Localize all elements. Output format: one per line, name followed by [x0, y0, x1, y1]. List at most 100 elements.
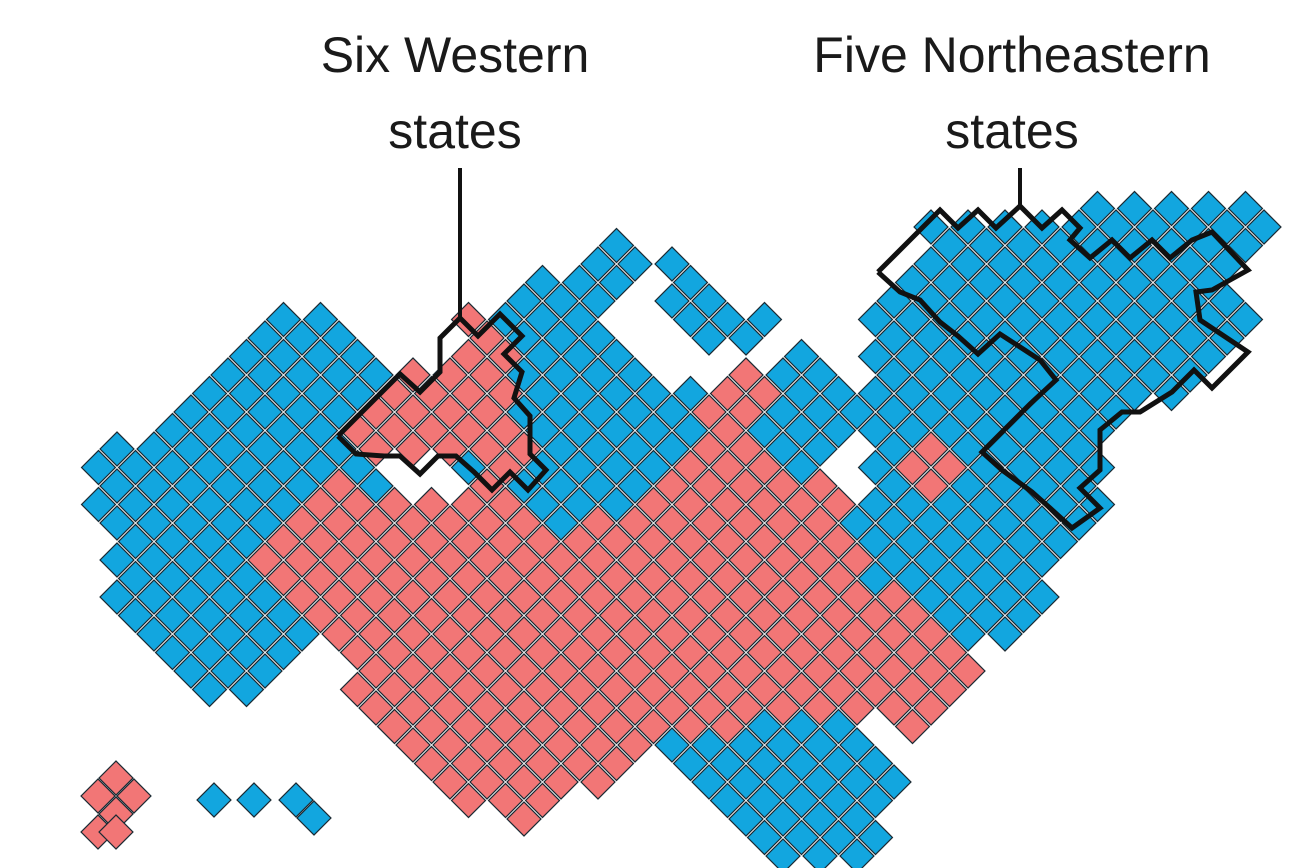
tile — [228, 523, 265, 560]
tile — [617, 579, 653, 615]
tile — [210, 542, 246, 578]
tile — [284, 357, 320, 393]
tile — [561, 745, 598, 782]
tile — [598, 597, 635, 634]
tile — [358, 616, 394, 652]
tile — [321, 357, 357, 393]
tile — [672, 264, 709, 301]
tile — [913, 357, 949, 393]
tile — [728, 431, 764, 467]
tile — [857, 412, 894, 449]
tile — [99, 505, 135, 541]
tile — [598, 486, 635, 523]
tile — [987, 542, 1023, 578]
tile — [820, 671, 857, 708]
tile — [728, 727, 764, 763]
tile — [339, 597, 376, 634]
tile — [265, 634, 302, 671]
tile — [228, 634, 265, 671]
tile — [432, 764, 468, 800]
tile — [1135, 283, 1171, 319]
tile — [783, 708, 820, 745]
tile — [191, 634, 228, 671]
tile — [746, 708, 783, 745]
tile — [746, 375, 783, 412]
tile — [950, 357, 986, 393]
tile — [80, 449, 117, 486]
tile — [228, 486, 265, 523]
tile — [413, 745, 450, 782]
tile — [358, 579, 394, 615]
tile — [247, 653, 283, 689]
tile — [210, 505, 246, 541]
tile — [913, 394, 949, 430]
tile — [173, 616, 209, 652]
tile — [894, 301, 931, 338]
tile — [691, 690, 727, 726]
tile — [265, 449, 302, 486]
tile — [302, 560, 339, 597]
tile — [580, 727, 616, 763]
tile — [236, 782, 272, 818]
tile — [561, 671, 598, 708]
tile — [450, 486, 487, 523]
tile — [672, 301, 709, 338]
tile — [247, 431, 283, 467]
tile — [339, 634, 376, 671]
tile — [672, 412, 709, 449]
tile — [635, 708, 672, 745]
tile — [524, 597, 561, 634]
tile — [196, 782, 232, 818]
annotation: states — [945, 103, 1078, 159]
tile — [783, 745, 820, 782]
tile — [561, 301, 598, 338]
tile — [746, 560, 783, 597]
tile — [524, 634, 561, 671]
tile — [598, 227, 635, 264]
tile — [820, 560, 857, 597]
tile — [1005, 264, 1042, 301]
tile — [672, 671, 709, 708]
tile — [228, 560, 265, 597]
tile — [691, 431, 727, 467]
tile — [1116, 338, 1153, 375]
tile — [247, 357, 283, 393]
tile — [931, 560, 968, 597]
tile — [1116, 190, 1153, 227]
tile — [635, 560, 672, 597]
tile — [802, 468, 838, 504]
tile — [506, 283, 542, 319]
tile — [321, 579, 357, 615]
tile — [1098, 209, 1134, 245]
tile — [1246, 209, 1282, 245]
tile — [709, 412, 746, 449]
tile — [173, 431, 209, 467]
tile — [765, 394, 801, 430]
tile — [617, 653, 653, 689]
tile — [857, 597, 894, 634]
tile — [469, 542, 505, 578]
tile — [987, 246, 1023, 282]
tile — [524, 708, 561, 745]
tile — [672, 708, 709, 745]
tile — [543, 727, 579, 763]
tile — [191, 523, 228, 560]
tile — [1061, 283, 1097, 319]
tile — [469, 431, 505, 467]
tile — [1153, 190, 1190, 227]
tile — [358, 653, 394, 689]
tile — [173, 394, 209, 430]
tile — [857, 671, 894, 708]
tile — [913, 653, 949, 689]
tile — [321, 468, 357, 504]
tile — [80, 486, 117, 523]
tile — [1024, 320, 1060, 356]
tile — [709, 671, 746, 708]
tile — [839, 542, 875, 578]
outline-northeast — [876, 202, 1253, 532]
tile — [654, 542, 690, 578]
tile — [839, 653, 875, 689]
tile — [931, 301, 968, 338]
tile — [284, 431, 320, 467]
tile — [98, 760, 134, 796]
